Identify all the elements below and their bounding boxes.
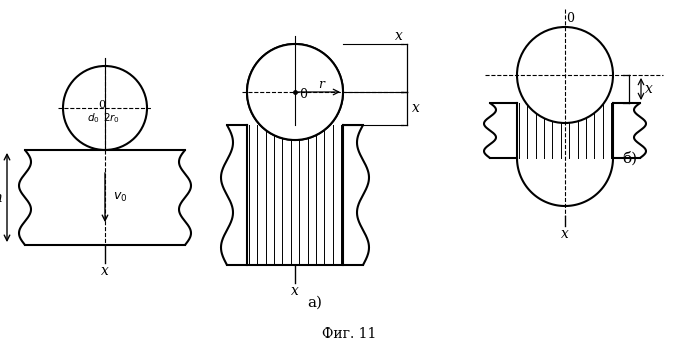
Text: $v_0$: $v_0$ <box>113 191 127 204</box>
Text: x: x <box>561 227 569 241</box>
Text: $2r_0$: $2r_0$ <box>103 111 120 125</box>
Text: б): б) <box>622 151 637 165</box>
Text: 0: 0 <box>99 100 106 110</box>
Text: x: x <box>645 82 653 96</box>
Text: $d_0$: $d_0$ <box>87 111 99 125</box>
Circle shape <box>247 45 343 139</box>
Text: x: x <box>412 102 420 115</box>
Text: x: x <box>291 284 299 298</box>
Text: 0: 0 <box>566 12 574 25</box>
Text: 0: 0 <box>299 87 307 101</box>
Text: а): а) <box>308 296 322 310</box>
Circle shape <box>517 27 613 123</box>
Text: h: h <box>0 190 2 205</box>
Text: r: r <box>318 79 324 91</box>
Text: x: x <box>101 264 109 278</box>
Text: x: x <box>395 29 403 43</box>
Text: Фиг. 11: Фиг. 11 <box>322 327 376 341</box>
